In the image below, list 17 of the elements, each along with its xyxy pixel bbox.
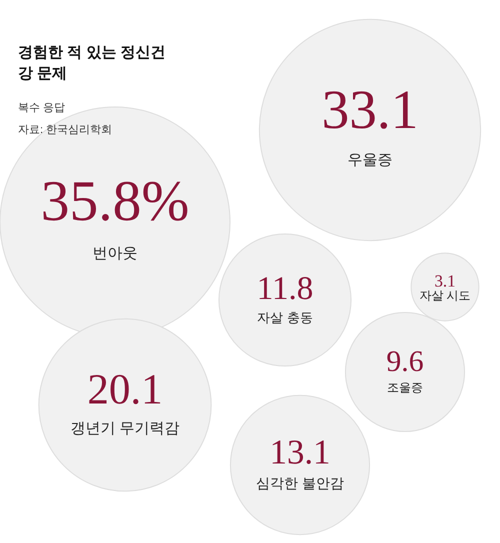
data-label: 20.1 [87, 366, 163, 414]
category-label: 우울증 [348, 152, 392, 169]
text: 복수 응답 [18, 101, 66, 115]
category-label: 자살 시도 [419, 288, 471, 303]
data-label: 11.8 [256, 270, 314, 307]
text: 경험한 적 있는 정신건강 문제 [18, 43, 167, 84]
data-label: 33.1 [322, 78, 418, 140]
category-label: 조울증 [387, 380, 423, 395]
data-label: 9.6 [386, 344, 424, 378]
category-label: 번아웃 [92, 244, 138, 262]
category-label: 갱년기 무기력감 [70, 420, 180, 437]
data-label: 13.1 [270, 432, 330, 472]
data-label: 35.8% [40, 170, 190, 233]
category-label: 자살 충동 [257, 310, 313, 325]
category-label: 심각한 불안감 [256, 474, 344, 491]
data-label: 3.1 [434, 271, 456, 290]
text: 자료: 한국심리학회 [18, 123, 112, 137]
